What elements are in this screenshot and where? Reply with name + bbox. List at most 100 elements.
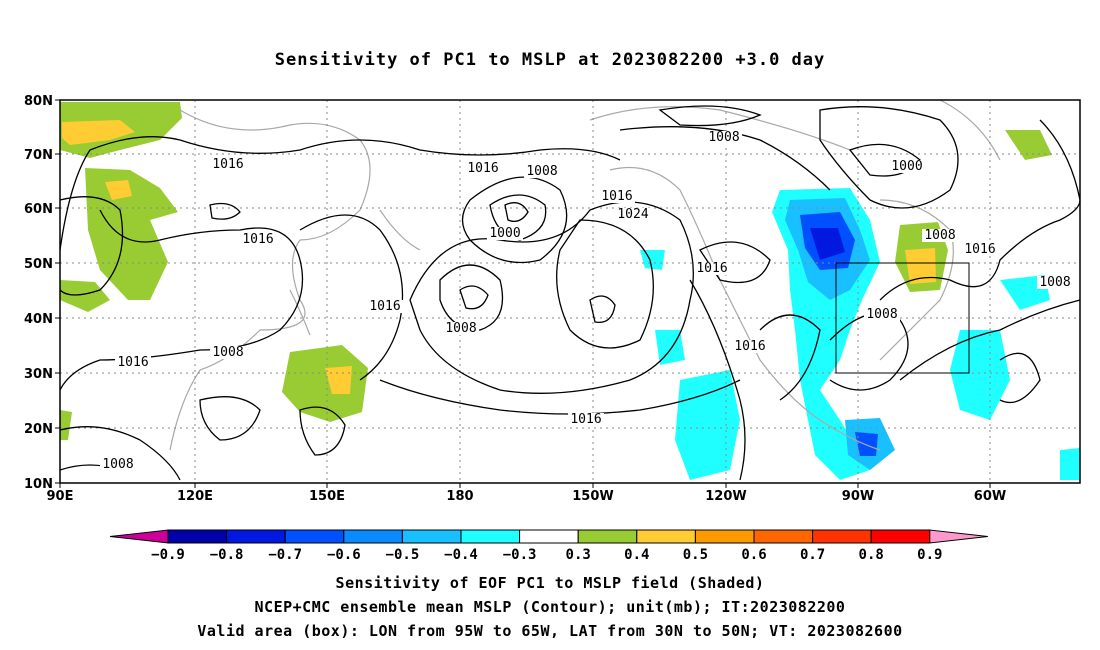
contour-line: [689, 279, 746, 481]
contour-line: [439, 264, 504, 331]
contour-label-bg: [732, 340, 768, 353]
shade-negative: [640, 250, 665, 270]
shade-negative: [655, 330, 685, 365]
contour-label: 1016: [601, 189, 632, 204]
colorbar-swatch: [870, 529, 931, 544]
contour-line: [59, 136, 621, 251]
colorbar-swatch: [577, 529, 638, 544]
coastlines: [169, 99, 1001, 451]
colorbar-swatch: [694, 529, 755, 544]
contour-label-bg: [465, 162, 501, 175]
contour-label: 1016: [734, 339, 765, 354]
contour-line: [1039, 119, 1081, 201]
colorbar-swatch: [753, 529, 814, 544]
shade-positive: [85, 168, 178, 300]
contour-label: 1024: [617, 207, 648, 222]
lat-tick-label: 80N: [24, 94, 53, 109]
caption-line-3: Valid area (box): LON from 95W to 65W, L…: [197, 622, 903, 640]
colorbar-swatch: [343, 529, 403, 544]
valid-area-box: [835, 262, 970, 374]
contour-label: 1016: [369, 299, 400, 314]
contour-line: [199, 396, 261, 441]
contour-label-bg: [962, 243, 998, 256]
chart-title: Sensitivity of PC1 to MSLP at 2023082200…: [274, 50, 826, 70]
contour-label: 1008: [708, 130, 739, 145]
contour-line: [299, 406, 346, 456]
lat-tick-label: 50N: [24, 257, 53, 272]
colorbar-label: −0.9: [151, 547, 185, 563]
contour-label: 1008: [866, 307, 897, 322]
colorbar-label: 0.6: [741, 547, 766, 563]
contour-label: 1016: [467, 161, 498, 176]
lat-tick-label: 30N: [24, 367, 53, 382]
contour-line: [759, 314, 821, 401]
mslp-contours: [59, 105, 1081, 481]
contour-line: [461, 176, 568, 264]
lon-tick-label: 150E: [309, 489, 345, 504]
colorbar-label: 0.5: [683, 547, 708, 563]
contour-label: 1000: [489, 226, 520, 241]
lat-tick-label: 70N: [24, 148, 53, 163]
colorbar-swatch: [812, 529, 872, 544]
contour-label-bg: [864, 308, 900, 321]
contour-line: [589, 295, 616, 324]
lon-tick-label: 120E: [177, 489, 213, 504]
colorbar-label: −0.8: [210, 547, 244, 563]
contour-label: 1008: [526, 164, 557, 179]
contour-label: 1000: [891, 159, 922, 174]
lon-tick-label: 180: [446, 489, 473, 504]
contour-label-bg: [1037, 276, 1073, 289]
colorbar-high-arrow: [929, 529, 988, 544]
colorbar-swatch: [284, 529, 345, 544]
contour-line: [209, 202, 241, 220]
colorbar-label: 0.7: [800, 547, 825, 563]
contour-line: [379, 379, 741, 415]
contour-line: [59, 196, 124, 296]
shade-negative: [810, 228, 845, 260]
shade-positive: [62, 120, 135, 145]
contour-line: [899, 299, 1081, 381]
contour-line: [879, 199, 1081, 301]
colorbar-swatch: [401, 529, 462, 544]
contour-label: 1016: [964, 242, 995, 257]
colorbar-label: 0.9: [917, 547, 942, 563]
contour-label: 1016: [242, 232, 273, 247]
shade-negative: [675, 370, 740, 480]
colorbar-swatch: [226, 529, 286, 544]
contour-label-bg: [487, 227, 523, 240]
contour-label-bg: [568, 413, 604, 426]
caption-line-1: Sensitivity of EOF PC1 to MSLP field (Sh…: [335, 574, 765, 592]
colorbar-label: −0.7: [268, 547, 302, 563]
contour-line: [619, 126, 831, 191]
contour-label-bg: [115, 356, 151, 369]
colorbar-label: 0.4: [624, 547, 649, 563]
contour-label-bg: [694, 262, 730, 275]
lat-tick-label: 40N: [24, 312, 53, 327]
colorbar-swatch: [636, 529, 696, 544]
contour-label: 1008: [102, 457, 133, 472]
colorbar-label: −0.4: [444, 547, 478, 563]
colorbar-label: −0.5: [386, 547, 420, 563]
colorbar-swatch: [519, 529, 579, 544]
axis-ticks: 90E 120E 150E 180 150W 120W 90W 60W 10N 20N 30N 40N…: [24, 94, 1006, 504]
contour-line: [299, 214, 404, 381]
lat-tick-label: 60N: [24, 202, 53, 217]
contour-line: [556, 219, 654, 349]
contour-line: [699, 241, 771, 284]
contour-label: 1016: [696, 261, 727, 276]
shade-negative: [1060, 448, 1080, 480]
shade-positive: [105, 180, 132, 200]
contour-line: [819, 106, 959, 209]
colorbar-label: −0.6: [327, 547, 361, 563]
contour-label-bg: [922, 229, 958, 242]
lon-tick-label: 90E: [47, 489, 74, 504]
lon-tick-label: 90W: [842, 489, 874, 504]
colorbar-low-arrow: [109, 529, 169, 544]
contour-label-bg: [367, 300, 403, 313]
contour-label-bg: [443, 322, 479, 335]
contour-label: 1016: [212, 157, 243, 172]
contour-line: [59, 426, 181, 481]
shade-positive: [1005, 130, 1052, 160]
colorbar-swatch: [167, 529, 228, 544]
